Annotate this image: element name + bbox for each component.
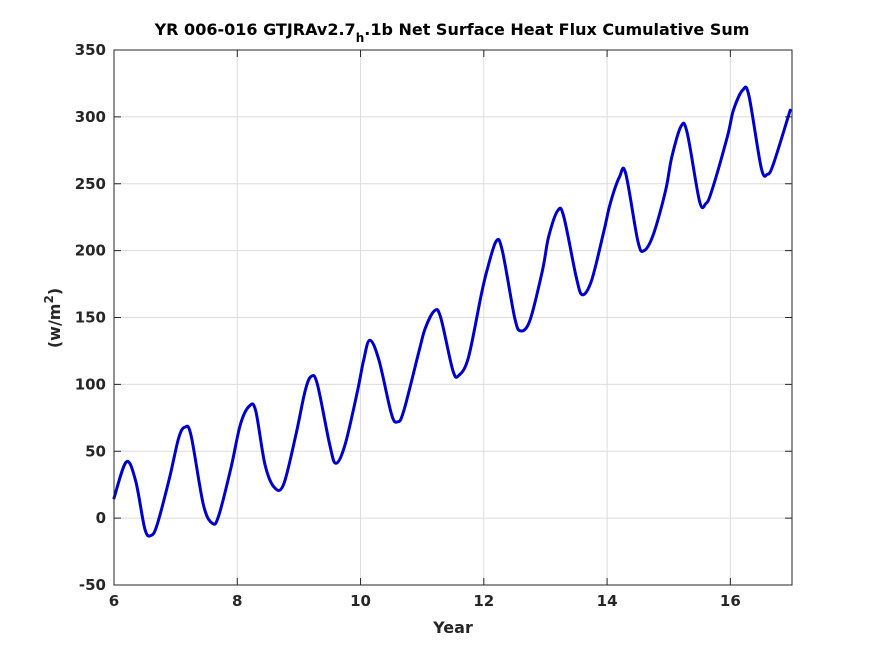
grid — [114, 50, 792, 585]
series-line-0 — [112, 85, 792, 538]
y-axis-label-main: (w/m — [45, 304, 64, 349]
axis-ticks: 6 8 10 12 14 16 -50 0 50 100 150 200 250 300 350 — [75, 41, 792, 610]
y-tick-label: 300 — [75, 108, 106, 126]
y-tick-label: 150 — [75, 309, 106, 327]
x-tick-label: 8 — [232, 592, 242, 610]
series-lines — [112, 85, 792, 538]
y-tick-label: 0 — [96, 509, 106, 527]
x-tick-label: 12 — [473, 592, 494, 610]
chart-title-subscript: h — [356, 31, 365, 45]
chart-title-rest: .1b Net Surface Heat Flux Cumulative Sum — [364, 20, 749, 39]
y-tick-label: 50 — [85, 442, 106, 460]
x-axis-label: Year — [432, 618, 473, 637]
chart-title: YR 006-016 GTJRAv2.7h.1b Net Surface Hea… — [154, 20, 750, 45]
y-tick-label: -50 — [79, 576, 106, 594]
y-axis-label-superscript: 2 — [42, 295, 56, 303]
chart-title-main: YR 006-016 GTJRAv2.7 — [154, 20, 356, 39]
x-tick-label: 16 — [720, 592, 741, 610]
y-tick-label: 100 — [75, 375, 106, 393]
x-tick-label: 14 — [597, 592, 618, 610]
y-axis-label: (w/m2) — [42, 288, 64, 348]
x-tick-label: 10 — [350, 592, 371, 610]
y-tick-label: 250 — [75, 175, 106, 193]
y-tick-label: 350 — [75, 41, 106, 59]
x-tick-label: 6 — [109, 592, 119, 610]
y-axis-label-end: ) — [45, 288, 64, 295]
plot-box — [113, 49, 793, 586]
y-tick-label: 200 — [75, 242, 106, 260]
